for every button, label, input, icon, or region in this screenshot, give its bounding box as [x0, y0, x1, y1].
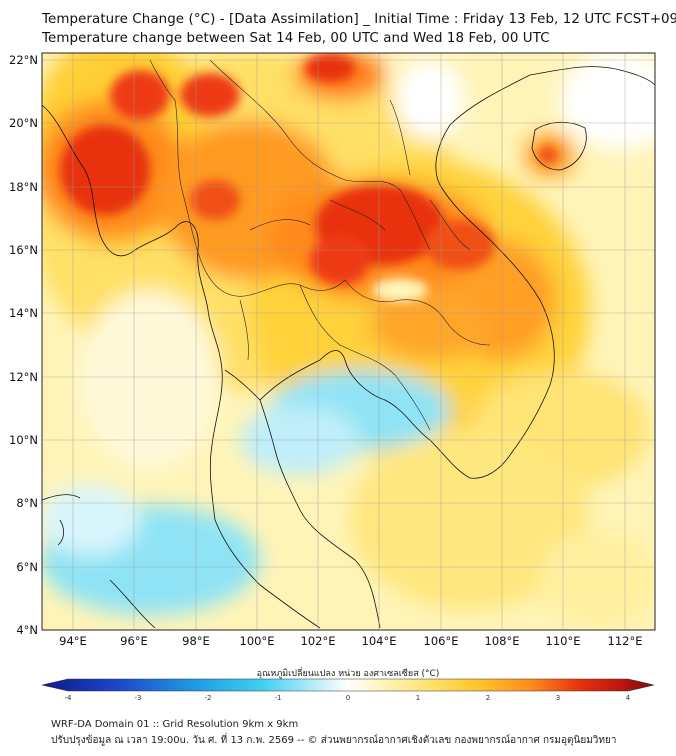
colorbar-tick-0: 0	[346, 694, 350, 702]
colorbar-gradient	[41, 678, 655, 692]
lat-label-22n: 22°N	[9, 53, 38, 67]
lon-label-108e: 108°E	[485, 634, 520, 648]
footer-model-info: WRF-DA Domain 01 :: Grid Resolution 9km …	[51, 719, 299, 730]
colorbar: อุณหภูมิเปลี่ยนแปลง หน่วย องศาเซลเซียส (…	[41, 666, 655, 702]
lon-label-98e: 98°E	[182, 634, 210, 648]
lon-label-102e: 102°E	[301, 634, 336, 648]
colorbar-tick-m1: -1	[275, 694, 282, 702]
colorbar-tick-m4: -4	[65, 694, 73, 702]
lon-label-94e: 94°E	[59, 634, 87, 648]
colorbar-tick-4: 4	[626, 694, 631, 702]
lat-label-10n: 10°N	[9, 433, 38, 447]
colorbar-label: อุณหภูมิเปลี่ยนแปลง หน่วย องศาเซลเซียส (…	[257, 666, 440, 679]
lat-label-18n: 18°N	[9, 180, 38, 194]
lon-label-100e: 100°E	[240, 634, 275, 648]
temperature-field	[42, 53, 655, 630]
lat-label-16n: 16°N	[9, 243, 38, 257]
lat-label-12n: 12°N	[9, 370, 38, 384]
map-frame	[41, 52, 656, 631]
map-subtitle: Temperature change between Sat 14 Feb, 0…	[42, 31, 550, 46]
lon-label-110e: 110°E	[546, 634, 581, 648]
map-title: Temperature Change (°C) - [Data Assimila…	[42, 12, 676, 27]
footer-credit: ปรับปรุงข้อมูล ณ เวลา 19:00u. วัน ศ. ที่…	[51, 735, 617, 746]
lon-label-104e: 104°E	[362, 634, 397, 648]
lat-label-4n: 4°N	[16, 623, 38, 637]
colorbar-tick-1: 1	[416, 694, 420, 702]
colorbar-tick-3: 3	[556, 694, 560, 702]
lon-label-112e: 112°E	[608, 634, 643, 648]
lon-label-106e: 106°E	[424, 634, 459, 648]
lon-label-96e: 96°E	[120, 634, 148, 648]
lat-label-8n: 8°N	[16, 496, 38, 510]
coastlines	[42, 66, 655, 629]
lat-label-14n: 14°N	[9, 306, 38, 320]
country-borders	[149, 59, 491, 431]
colorbar-tick-2: 2	[486, 694, 490, 702]
lat-label-6n: 6°N	[16, 560, 38, 574]
colorbar-tick-m3: -3	[135, 694, 142, 702]
colorbar-tick-m2: -2	[205, 694, 212, 702]
gridlines	[42, 53, 655, 630]
lat-label-20n: 20°N	[9, 116, 38, 130]
